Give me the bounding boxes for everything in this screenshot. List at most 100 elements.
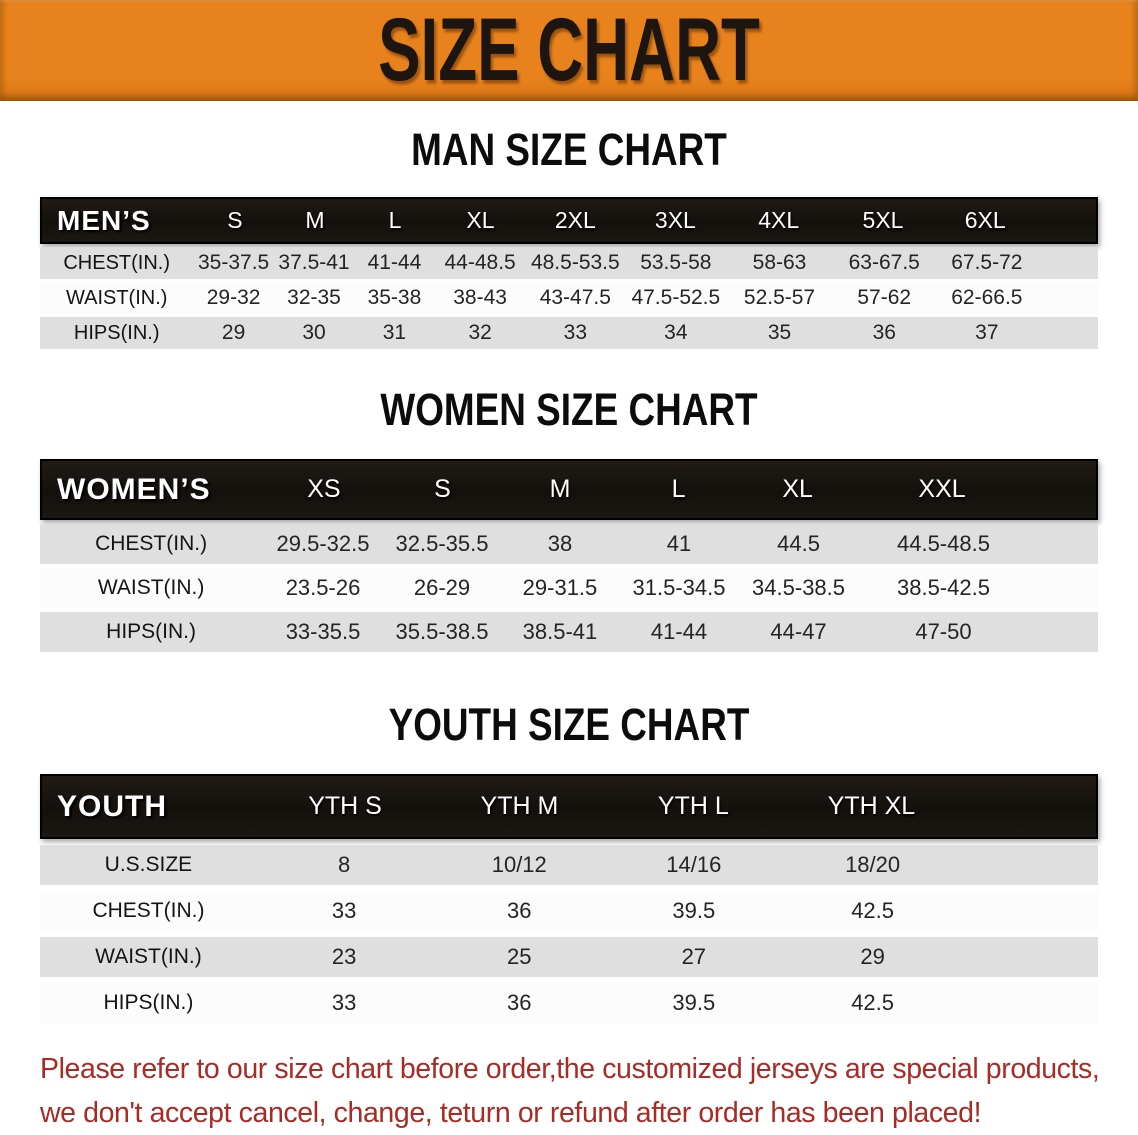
size-value: 29.5-32.5 (276, 531, 370, 556)
column-header: L (671, 475, 686, 503)
column-header: M (305, 207, 325, 233)
row-label: WAIST(IN.) (97, 576, 205, 599)
row-label: WAIST(IN.) (95, 945, 202, 968)
notice-line-1: Please refer to our size chart before or… (40, 1053, 1100, 1085)
size-value: 35.5-38.5 (395, 619, 489, 644)
table-header-label: MEN’S (57, 204, 151, 236)
column-header: YTH XL (827, 792, 916, 820)
row-label: HIPS(IN.) (73, 321, 160, 344)
table-row: CHEST(IN.) 35-37.5 37.5-41 41-44 44-48.5 48.5… (40, 247, 1098, 279)
size-value: 38.5-42.5 (896, 575, 990, 600)
size-value: 44.5-48.5 (896, 531, 990, 556)
women-size-table: WOMEN’S XS S M L XL XXL CHEST(IN.) 29.5-32.5 32.5… (40, 459, 1098, 652)
size-value: 31.5-34.5 (632, 575, 726, 600)
size-value: 29 (860, 944, 885, 969)
table-row: U.S.SIZE 8 10/12 14/16 18/20 (40, 845, 1098, 885)
column-header: 2XL (554, 207, 596, 233)
column-header: XS (307, 475, 341, 503)
size-value: 44.5 (777, 531, 820, 556)
table-header-label: YOUTH (57, 789, 167, 823)
row-label: CHEST(IN.) (95, 532, 208, 555)
size-value: 39.5 (672, 990, 716, 1015)
size-value: 32-35 (287, 286, 341, 309)
column-header: M (549, 475, 571, 503)
size-value: 58-63 (752, 251, 807, 274)
section-men: MAN SIZE CHART MEN’S S M L XL 2XL 3XL 4XL 5XL 6XL… (0, 127, 1138, 349)
table-row: CHEST(IN.) 29.5-32.5 32.5-35.5 38 41 44.5 44.5… (40, 524, 1098, 564)
row-label: CHEST(IN.) (63, 251, 171, 274)
size-value: 33 (331, 898, 357, 923)
row-label: WAIST(IN.) (65, 286, 168, 309)
column-header: 4XL (758, 207, 800, 233)
table-row: WAIST(IN.) 23.5-26 26-29 29-31.5 31.5-34.5 34… (40, 568, 1098, 608)
column-header: S (227, 207, 243, 233)
size-value: 25 (507, 944, 532, 969)
column-header: L (388, 207, 402, 233)
banner-title: SIZE CHART (378, 0, 760, 100)
column-header: YTH S (308, 792, 382, 820)
column-header: 3XL (654, 207, 696, 233)
size-value: 29 (221, 321, 246, 344)
size-value: 35 (767, 321, 792, 344)
size-value: 62-66.5 (951, 286, 1023, 309)
size-value: 53.5-58 (640, 251, 712, 274)
size-value: 67.5-72 (951, 251, 1023, 274)
section-youth: YOUTH SIZE CHART YOUTH YTH S YTH M YTH L YTH… (0, 702, 1138, 1023)
size-value: 38 (547, 531, 573, 556)
column-header: XL (782, 475, 813, 503)
size-value: 27 (681, 944, 707, 969)
column-header: 6XL (964, 207, 1006, 233)
row-label: CHEST(IN.) (92, 899, 205, 922)
size-value: 32.5-35.5 (395, 531, 489, 556)
size-value: 38.5-41 (522, 619, 598, 644)
size-value: 48.5-53.5 (530, 251, 620, 274)
column-header: YTH M (480, 792, 559, 820)
size-value: 52.5-57 (743, 286, 816, 309)
table-row: WAIST(IN.) 23 25 27 29 (40, 937, 1098, 977)
size-value: 39.5 (672, 898, 716, 923)
notice-line-2: we don't accept cancel, change, teturn o… (40, 1097, 982, 1129)
size-value: 41-44 (650, 619, 708, 644)
size-value: 41 (666, 531, 692, 556)
men-size-table: MEN’S S M L XL 2XL 3XL 4XL 5XL 6XL CHEST(IN.) 35-37… (40, 197, 1098, 349)
column-header: YTH L (657, 792, 729, 820)
section-heading-youth: YOUTH SIZE CHART (388, 699, 750, 750)
banner: SIZE CHART (0, 0, 1138, 101)
size-value: 29-32 (206, 286, 261, 309)
column-header: 5XL (862, 207, 904, 233)
size-value: 14/16 (666, 852, 722, 877)
size-value: 42.5 (851, 898, 895, 923)
row-label: U.S.SIZE (104, 853, 193, 876)
size-value: 31 (382, 321, 407, 344)
table-row: HIPS(IN.) 33-35.5 35.5-38.5 38.5-41 41-44 44-… (40, 612, 1098, 652)
table-header-row: YOUTH YTH S YTH M YTH L YTH XL (40, 774, 1098, 839)
size-value: 33 (563, 321, 587, 344)
size-value: 38-43 (453, 286, 507, 309)
footer-notice: Please refer to our size chart before or… (40, 1047, 1138, 1135)
size-value: 10/12 (491, 852, 547, 877)
size-value: 36 (872, 321, 896, 344)
table-header-label: WOMEN’S (57, 472, 211, 506)
size-value: 37.5-41 (278, 251, 350, 274)
size-value: 30 (302, 321, 326, 344)
section-heading-women: WOMEN SIZE CHART (380, 384, 758, 435)
size-value: 33 (331, 990, 357, 1015)
section-heading-men: MAN SIZE CHART (411, 124, 727, 175)
section-women: WOMEN SIZE CHART WOMEN’S XS S M L XL XXL CHEST(… (0, 387, 1138, 652)
size-value: 47.5-52.5 (631, 286, 721, 309)
size-value: 41-44 (367, 251, 422, 274)
row-label: HIPS(IN.) (103, 991, 194, 1014)
size-value: 34 (664, 321, 688, 344)
size-value: 23.5-26 (285, 575, 361, 600)
table-row: HIPS(IN.) 33 36 39.5 42.5 (40, 983, 1098, 1023)
size-value: 43-47.5 (539, 286, 611, 309)
column-header: XL (466, 207, 495, 233)
size-value: 44-47 (770, 619, 827, 644)
size-value: 44-48.5 (444, 251, 516, 274)
size-value: 33-35.5 (285, 619, 361, 644)
table-header-row: WOMEN’S XS S M L XL XXL (40, 459, 1098, 520)
size-value: 18/20 (845, 852, 901, 877)
size-value: 23 (331, 944, 357, 969)
size-value: 63-67.5 (848, 251, 920, 274)
